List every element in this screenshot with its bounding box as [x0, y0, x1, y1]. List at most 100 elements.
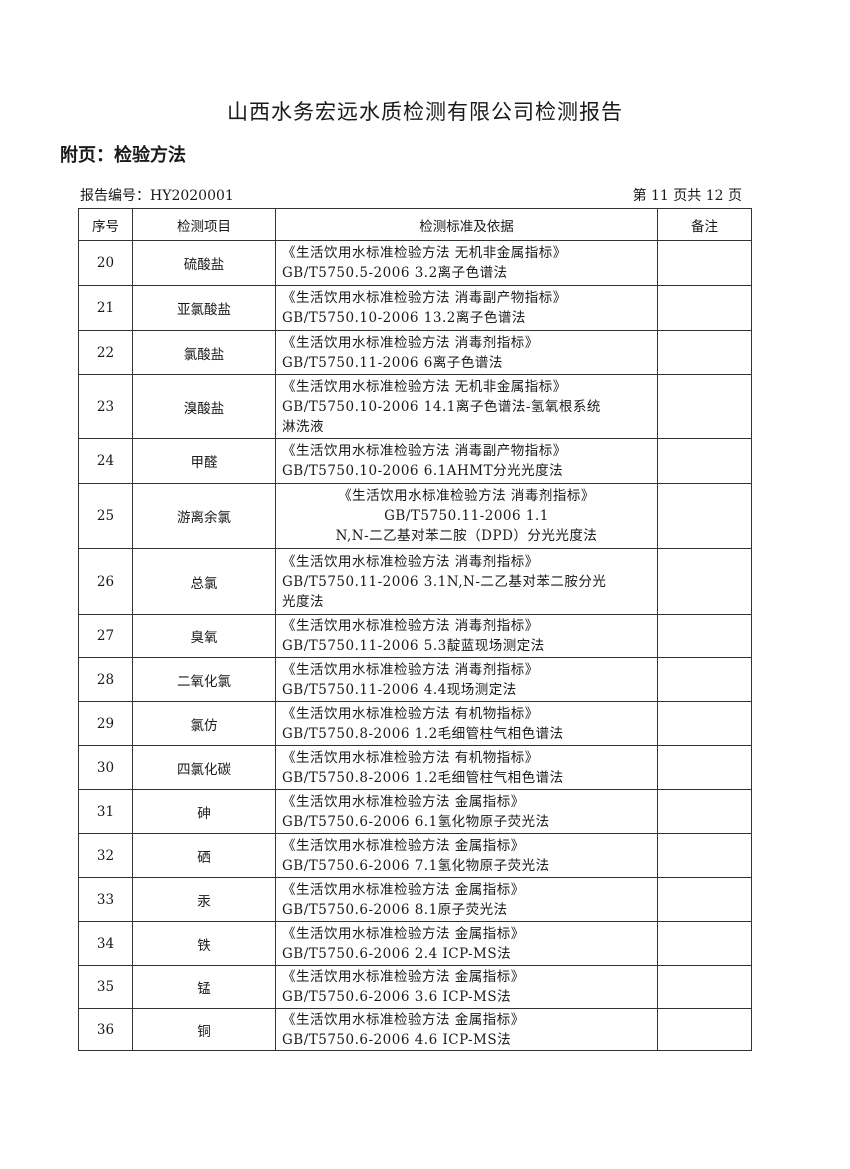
row-note	[657, 965, 752, 1009]
table-row: 26 总氯 《生活饮用水标准检验方法 消毒剂指标》 GB/T5750.11-2006 …	[78, 548, 752, 615]
method-line: GB/T5750.6-2006 6.1氢化物原子荧光法	[282, 813, 550, 830]
row-no: 26	[78, 548, 133, 615]
row-item: 氯酸盐	[132, 330, 276, 375]
row-note	[657, 789, 752, 834]
method-line: 《生活饮用水标准检验方法 金属指标》	[282, 837, 525, 854]
table-row: 30 四氯化碳 《生活饮用水标准检验方法 有机物指标》 GB/T5750.8-2006…	[78, 745, 752, 790]
row-note	[657, 548, 752, 615]
method-line: GB/T5750.6-2006 8.1原子荧光法	[282, 901, 508, 918]
row-no: 34	[78, 921, 133, 966]
method-line: 《生活饮用水标准检验方法 消毒剂指标》	[282, 618, 539, 634]
method-line: 《生活饮用水标准检验方法 金属指标》	[282, 793, 525, 810]
report-title: 山西水务宏远水质检测有限公司检测报告	[227, 100, 623, 124]
row-no: 24	[78, 438, 133, 484]
method-line: 《生活饮用水标准检验方法 消毒副产物指标》	[282, 443, 567, 459]
method-line: GB/T5750.6-2006 2.4 ICP-MS法	[282, 945, 512, 962]
method-line: GB/T5750.6-2006 4.6 ICP-MS法	[282, 1031, 512, 1048]
row-method: 《生活饮用水标准检验方法 消毒剂指标》 GB/T5750.11-2006 6离子色…	[275, 330, 658, 375]
header-method: 检测标准及依据	[275, 208, 658, 241]
row-note	[657, 833, 752, 878]
row-note	[657, 483, 752, 549]
row-note	[657, 745, 752, 790]
row-method: 《生活饮用水标准检验方法 消毒剂指标》 GB/T5750.11-2006 5.3靛…	[275, 614, 658, 658]
method-line: 《生活饮用水标准检验方法 金属指标》	[282, 881, 525, 898]
method-line: 《生活饮用水标准检验方法 消毒剂指标》	[282, 661, 539, 678]
row-no: 20	[78, 240, 133, 286]
method-line: GB/T5750.11-2006 4.4现场测定法	[282, 681, 517, 698]
row-method: 《生活饮用水标准检验方法 消毒副产物指标》 GB/T5750.10-2006 13…	[275, 285, 658, 331]
table-row: 22 氯酸盐 《生活饮用水标准检验方法 消毒剂指标》 GB/T5750.11-2006…	[78, 330, 752, 375]
table-row: 31 砷《生活饮用水标准检验方法 金属指标》 GB/T5750.6-2006 6.1…	[78, 789, 752, 834]
row-item: 砷	[132, 789, 276, 834]
row-item: 二氧化氯	[132, 657, 276, 702]
method-line: 《生活饮用水标准检验方法 金属指标》	[282, 1011, 525, 1028]
row-note	[657, 657, 752, 702]
method-line: 《生活饮用水标准检验方法 无机非金属指标》	[282, 245, 567, 261]
row-method: 《生活饮用水标准检验方法 无机非金属指标》 GB/T5750.5-2006 3.2…	[275, 240, 658, 286]
method-line: GB/T5750.6-2006 7.1氢化物原子荧光法	[282, 857, 550, 874]
method-line: GB/T5750.8-2006 1.2毛细管柱气相色谱法	[282, 769, 564, 786]
row-item: 游离余氯	[132, 483, 276, 549]
table-row: 27 臭氧 《生活饮用水标准检验方法 消毒剂指标》 GB/T5750.11-2006 …	[78, 614, 752, 658]
row-method: 《生活饮用水标准检验方法 金属指标》 GB/T5750.6-2006 8.1原子荧…	[275, 877, 658, 922]
row-item: 臭氧	[132, 614, 276, 658]
table-row: 25 游离余氯 《生活饮用水标准检验方法 消毒剂指标》 GB/T5750.11-200…	[78, 483, 752, 549]
method-line: GB/T5750.11-2006 5.3靛蓝现场测定法	[282, 638, 545, 654]
method-line: 《生活饮用水标准检验方法 有机物指标》	[282, 705, 539, 722]
row-item: 亚氯酸盐	[132, 285, 276, 331]
row-no: 25	[78, 483, 133, 549]
row-method: 《生活饮用水标准检验方法 金属指标》 GB/T5750.6-2006 6.1氢化物…	[275, 789, 658, 834]
row-item: 总氯	[132, 548, 276, 615]
method-line: 《生活饮用水标准检验方法 消毒副产物指标》	[282, 290, 567, 306]
row-method: 《生活饮用水标准检验方法 消毒剂指标》 GB/T5750.11-2006 4.4现…	[275, 657, 658, 702]
row-item: 铜	[132, 1008, 276, 1051]
report-number: 报告编号：HY2020001	[80, 188, 234, 204]
row-method: 《生活饮用水标准检验方法 消毒副产物指标》 GB/T5750.10-2006 6.…	[275, 438, 658, 484]
method-line: 淋洗液	[282, 418, 324, 435]
row-method: 《生活饮用水标准检验方法 金属指标》 GB/T5750.6-2006 7.1氢化物…	[275, 833, 658, 878]
method-line: 《生活饮用水标准检验方法 无机非金属指标》	[282, 378, 567, 395]
header-no: 序号	[78, 208, 133, 241]
header-item: 检测项目	[132, 208, 276, 241]
table-row: 35 锰《生活饮用水标准检验方法 金属指标》 GB/T5750.6-2006 3.6…	[78, 965, 752, 1009]
row-method: 《生活饮用水标准检验方法 无机非金属指标》 GB/T5750.10-2006 14…	[275, 374, 658, 439]
table-row: 34 铁《生活饮用水标准检验方法 金属指标》 GB/T5750.6-2006 2.4…	[78, 921, 752, 966]
row-no: 27	[78, 614, 133, 658]
row-method: 《生活饮用水标准检验方法 消毒剂指标》 GB/T5750.11-2006 1.1 N…	[275, 483, 658, 549]
method-line: GB/T5750.10-2006 6.1AHMT分光光度法	[282, 463, 564, 479]
row-no: 28	[78, 657, 133, 702]
method-line: GB/T5750.11-2006 1.1	[384, 508, 549, 524]
table-row: 23 溴酸盐 《生活饮用水标准检验方法 无机非金属指标》 GB/T5750.10-20…	[78, 374, 752, 439]
table-row: 33 汞《生活饮用水标准检验方法 金属指标》 GB/T5750.6-2006 8.1…	[78, 877, 752, 922]
method-line: 《生活饮用水标准检验方法 金属指标》	[282, 925, 525, 942]
row-method: 《生活饮用水标准检验方法 金属指标》 GB/T5750.6-2006 4.6 IC…	[275, 1008, 658, 1051]
row-item: 氯仿	[132, 701, 276, 746]
row-note	[657, 438, 752, 484]
row-item: 硫酸盐	[132, 240, 276, 286]
table-row: 20 硫酸盐 《生活饮用水标准检验方法 无机非金属指标》 GB/T5750.5-200…	[78, 240, 752, 286]
row-no: 22	[78, 330, 133, 375]
method-line: N,N-二乙基对苯二胺（DPD）分光光度法	[335, 528, 598, 544]
row-note	[657, 877, 752, 922]
header-note: 备注	[657, 208, 752, 241]
methods-table: 序号 检测项目 检测标准及依据 备注 20 硫酸盐 《生活饮用水标准检验方法 无机非…	[78, 208, 752, 1051]
row-no: 23	[78, 374, 133, 439]
row-note	[657, 240, 752, 286]
method-line: 《生活饮用水标准检验方法 有机物指标》	[282, 749, 539, 766]
appendix-subtitle: 附页：检验方法	[60, 145, 186, 166]
row-item: 锰	[132, 965, 276, 1009]
row-note	[657, 374, 752, 439]
table-row: 24 甲醛 《生活饮用水标准检验方法 消毒副产物指标》 GB/T5750.10-200…	[78, 438, 752, 484]
method-line: 《生活饮用水标准检验方法 消毒剂指标》	[338, 488, 595, 504]
method-line: 《生活饮用水标准检验方法 金属指标》	[282, 969, 525, 985]
method-line: GB/T5750.11-2006 6离子色谱法	[282, 354, 503, 371]
row-note	[657, 285, 752, 331]
method-line: GB/T5750.5-2006 3.2离子色谱法	[282, 265, 508, 281]
method-line: GB/T5750.8-2006 1.2毛细管柱气相色谱法	[282, 725, 564, 742]
row-method: 《生活饮用水标准检验方法 有机物指标》 GB/T5750.8-2006 1.2毛细…	[275, 745, 658, 790]
method-line: 《生活饮用水标准检验方法 消毒剂指标》	[282, 553, 539, 570]
row-note	[657, 1008, 752, 1051]
row-item: 甲醛	[132, 438, 276, 484]
row-note	[657, 614, 752, 658]
table-row: 29 氯仿 《生活饮用水标准检验方法 有机物指标》 GB/T5750.8-2006 1…	[78, 701, 752, 746]
